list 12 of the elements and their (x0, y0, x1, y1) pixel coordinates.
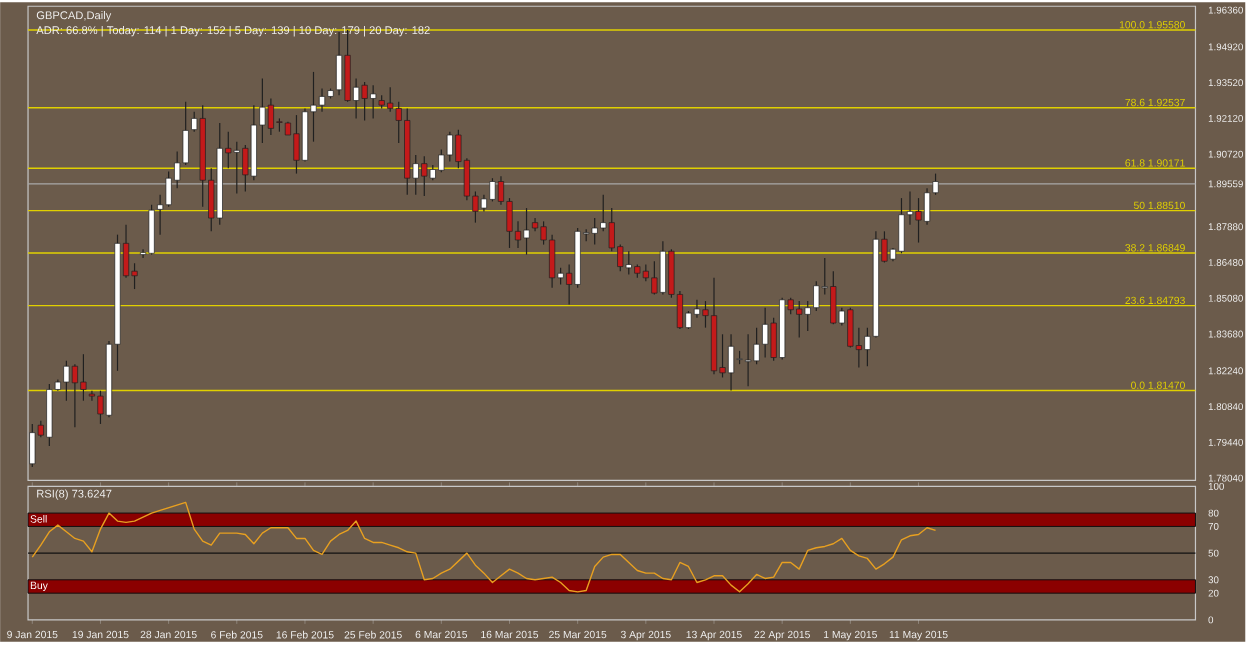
candlestick (80, 353, 87, 401)
candlestick (335, 31, 343, 96)
candlestick (915, 197, 922, 243)
candlestick (923, 187, 931, 225)
candlestick (318, 87, 326, 112)
candlestick (148, 203, 155, 255)
candlestick (29, 422, 36, 468)
candlestick (898, 197, 905, 254)
candlestick (727, 333, 735, 391)
candlestick (523, 207, 530, 255)
candlestick (293, 114, 300, 174)
candlestick (489, 177, 496, 202)
